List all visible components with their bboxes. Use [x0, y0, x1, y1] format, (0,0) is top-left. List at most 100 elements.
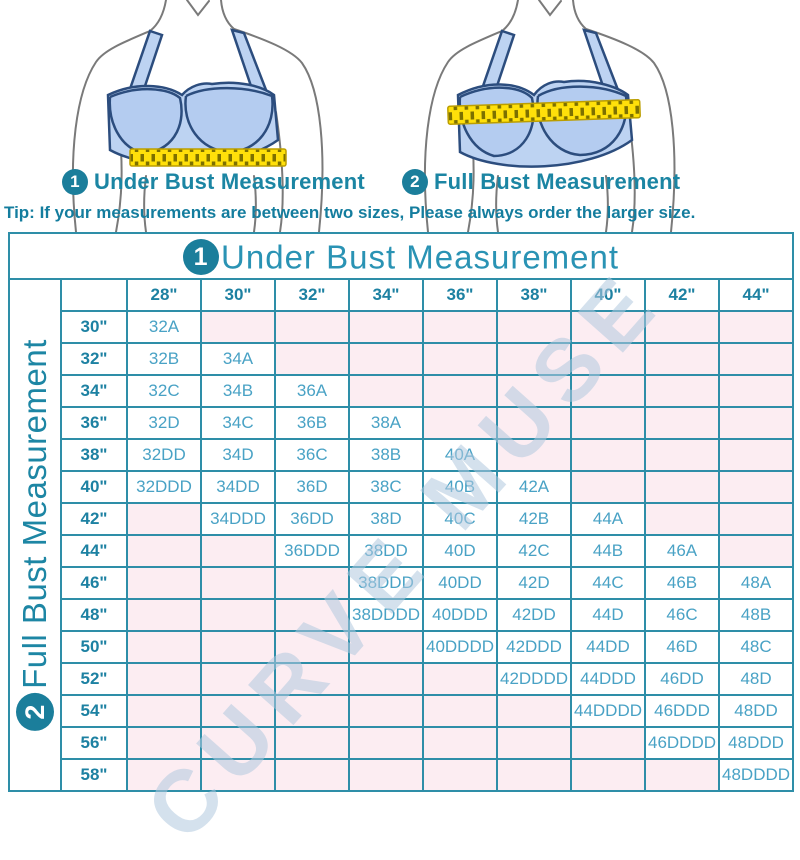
row-axis-label-cell: 2 Full Bust Measurement — [8, 278, 62, 792]
number-2-badge: 2 — [402, 169, 428, 195]
size-cell: 46DD — [644, 662, 720, 696]
empty-cell — [200, 694, 276, 728]
size-cell: 46D — [644, 630, 720, 664]
row-header: 44" — [60, 534, 128, 568]
empty-cell — [126, 662, 202, 696]
table-row: 38" 32DD 34D 36C 38B 40A — [9, 438, 795, 472]
size-cell: 36C — [274, 438, 350, 472]
figures-area: 1 Under Bust Measurement 2 Full Bust Mea… — [0, 0, 800, 232]
empty-cell — [200, 534, 276, 568]
empty-cell — [644, 406, 720, 440]
size-cell: 32DD — [126, 438, 202, 472]
size-cell: 46C — [644, 598, 720, 632]
table-row: 56" 46DDDD 48DDD — [9, 726, 795, 760]
table-row: 48" 38DDDD 40DDD 42DD 44D 46C 48B — [9, 598, 795, 632]
empty-cell — [126, 534, 202, 568]
size-cell: 48C — [717, 630, 795, 664]
empty-cell — [422, 662, 498, 696]
empty-cell — [348, 726, 424, 760]
row-header: 40" — [60, 470, 128, 504]
empty-cell — [570, 406, 646, 440]
empty-cell — [126, 566, 202, 600]
col-header: 34" — [348, 278, 424, 312]
size-cell: 32DDD — [126, 470, 202, 504]
size-cell: 42B — [496, 502, 572, 536]
empty-cell — [644, 342, 720, 376]
size-cell: 40A — [422, 438, 498, 472]
size-cell: 34C — [200, 406, 276, 440]
table-row: 54" 44DDDD 46DDD 48DD — [9, 694, 795, 728]
size-cell: 42DD — [496, 598, 572, 632]
empty-cell — [496, 374, 572, 408]
size-cell: 36DD — [274, 502, 350, 536]
empty-cell — [126, 598, 202, 632]
empty-cell — [570, 726, 646, 760]
empty-cell — [717, 406, 795, 440]
empty-cell — [644, 470, 720, 504]
empty-cell — [496, 310, 572, 344]
empty-cell — [348, 630, 424, 664]
empty-cell — [274, 630, 350, 664]
size-cell: 38A — [348, 406, 424, 440]
empty-cell — [496, 438, 572, 472]
size-cell: 44DDD — [570, 662, 646, 696]
size-cell: 38D — [348, 502, 424, 536]
size-cell: 38B — [348, 438, 424, 472]
empty-cell — [717, 374, 795, 408]
size-cell: 44D — [570, 598, 646, 632]
empty-cell — [200, 662, 276, 696]
size-cell: 42DDD — [496, 630, 572, 664]
empty-cell — [570, 438, 646, 472]
empty-cell — [274, 694, 350, 728]
size-cell: 42C — [496, 534, 572, 568]
empty-cell — [200, 630, 276, 664]
size-cell: 48DDDD — [717, 758, 795, 792]
empty-cell — [274, 726, 350, 760]
empty-cell — [422, 374, 498, 408]
empty-cell — [717, 310, 795, 344]
empty-cell — [200, 726, 276, 760]
empty-cell — [570, 342, 646, 376]
size-cell: 38DDD — [348, 566, 424, 600]
empty-cell — [200, 758, 276, 792]
col-header: 42" — [644, 278, 720, 312]
size-cell: 48D — [717, 662, 795, 696]
size-cell: 40B — [422, 470, 498, 504]
size-cell: 44DD — [570, 630, 646, 664]
size-cell: 46A — [644, 534, 720, 568]
size-cell: 44DDDD — [570, 694, 646, 728]
table-row: 36" 32D 34C 36B 38A — [9, 406, 795, 440]
col-header: 28" — [126, 278, 202, 312]
row-header: 30" — [60, 310, 128, 344]
bra — [456, 28, 634, 168]
number-1-badge: 1 — [183, 239, 220, 276]
empty-cell — [717, 470, 795, 504]
empty-cell — [422, 310, 498, 344]
size-cell: 32B — [126, 342, 202, 376]
size-cell: 32C — [126, 374, 202, 408]
number-2-badge: 2 — [16, 692, 54, 731]
under-bust-illustration — [71, 0, 324, 232]
empty-cell — [422, 694, 498, 728]
row-header: 52" — [60, 662, 128, 696]
col-header: 30" — [200, 278, 276, 312]
empty-cell — [496, 342, 572, 376]
size-cell: 40DD — [422, 566, 498, 600]
table-row: 40" 32DDD 34DD 36D 38C 40B 42A — [9, 470, 795, 504]
empty-cell — [570, 470, 646, 504]
size-cell: 34A — [200, 342, 276, 376]
size-cell: 48DD — [717, 694, 795, 728]
row-header: 34" — [60, 374, 128, 408]
column-header-row: 2 Full Bust Measurement 28" 30" 32" 34" 36" 3… — [8, 278, 795, 792]
row-axis-label-text: Full Bust Measurement — [16, 339, 53, 689]
empty-cell — [274, 310, 350, 344]
empty-cell — [496, 726, 572, 760]
row-header: 56" — [60, 726, 128, 760]
table-row: 58" 48DDDD — [9, 758, 795, 792]
row-header: 42" — [60, 502, 128, 536]
size-cell: 42A — [496, 470, 572, 504]
row-header: 38" — [60, 438, 128, 472]
size-cell: 48B — [717, 598, 795, 632]
size-cell: 34D — [200, 438, 276, 472]
